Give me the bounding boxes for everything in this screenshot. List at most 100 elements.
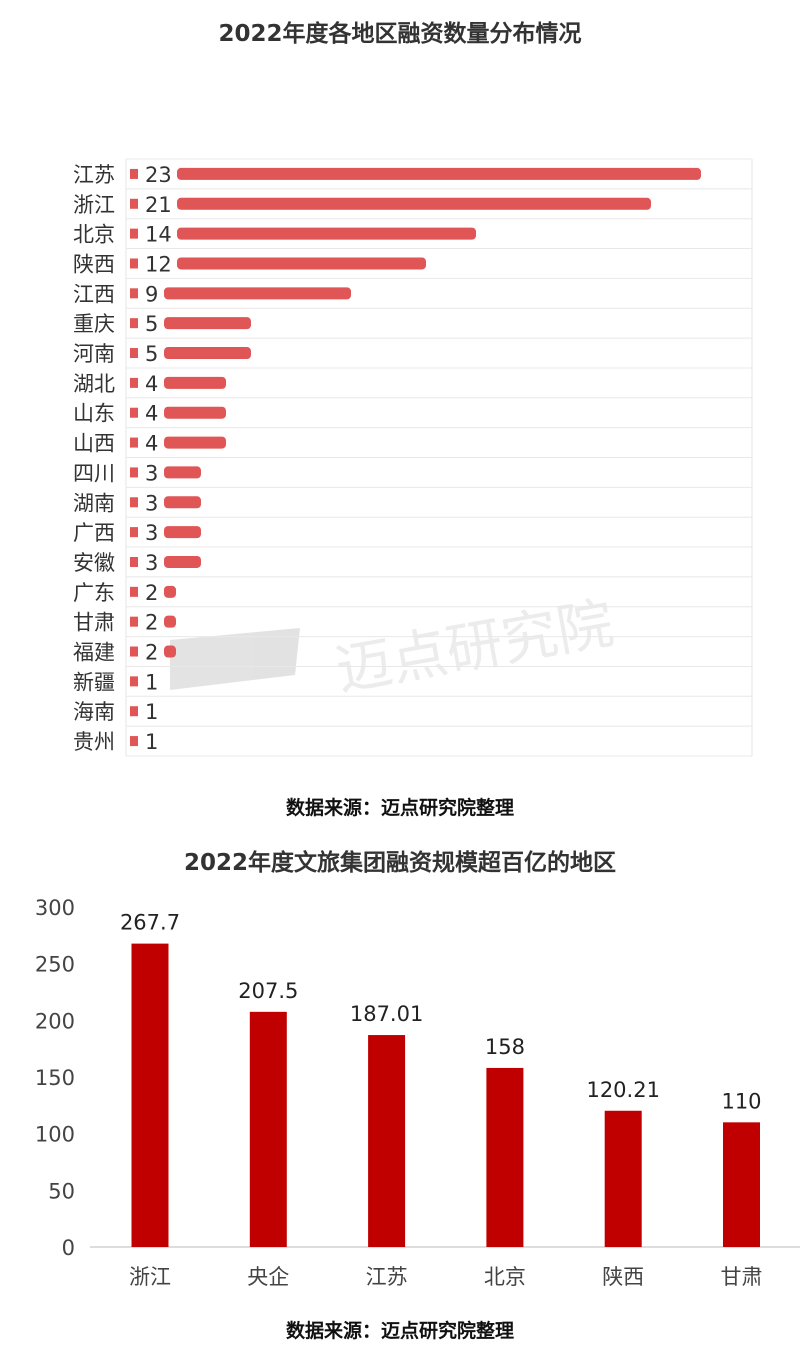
x-tick-label: 浙江 — [129, 1265, 171, 1289]
category-label: 湖北 — [73, 372, 115, 396]
y-tick-label: 0 — [62, 1236, 75, 1260]
x-tick-label: 甘肃 — [721, 1265, 763, 1289]
bar — [164, 317, 251, 330]
data-label: 1 — [145, 730, 158, 754]
chart1-source: 数据来源：迈点研究院整理 — [285, 797, 514, 819]
bar-marker — [130, 407, 138, 418]
bar — [131, 943, 169, 1247]
chart1-title: 2022年度各地区融资数量分布情况 — [218, 21, 582, 47]
data-label: 2 — [145, 611, 158, 635]
y-tick-label: 200 — [35, 1009, 75, 1033]
bar — [164, 496, 201, 509]
bar — [604, 1110, 642, 1247]
category-label: 湖南 — [73, 491, 115, 515]
x-tick-label: 北京 — [484, 1265, 526, 1289]
x-tick-label: 江苏 — [366, 1265, 408, 1289]
bar-marker — [130, 228, 138, 239]
data-label: 4 — [145, 432, 158, 456]
bar — [723, 1122, 760, 1247]
bar — [164, 436, 226, 449]
bar-marker — [130, 646, 138, 657]
category-label: 甘肃 — [73, 611, 115, 635]
data-label: 2 — [145, 581, 158, 605]
data-label: 4 — [145, 402, 158, 426]
x-tick-label: 央企 — [247, 1265, 289, 1289]
bar-marker — [130, 556, 138, 567]
y-tick-label: 150 — [35, 1066, 75, 1090]
data-label: 12 — [145, 252, 172, 276]
bar — [177, 227, 476, 240]
category-label: 新疆 — [73, 670, 115, 694]
watermark-text: 迈点研究院 — [331, 591, 618, 704]
data-label: 21 — [145, 193, 172, 217]
bar-marker — [130, 616, 138, 627]
category-label: 山东 — [73, 402, 115, 426]
data-label: 267.7 — [120, 911, 180, 935]
bar-marker — [130, 348, 138, 359]
data-label: 5 — [145, 312, 158, 336]
bar-marker — [130, 467, 138, 478]
data-label: 158 — [485, 1035, 525, 1059]
data-label: 3 — [145, 521, 158, 545]
data-label: 23 — [145, 163, 172, 187]
category-label: 江苏 — [73, 163, 115, 187]
bar — [368, 1035, 406, 1247]
data-label: 187.01 — [350, 1002, 423, 1026]
bar — [177, 257, 426, 270]
y-tick-label: 250 — [35, 953, 75, 977]
category-label: 四川 — [73, 461, 115, 485]
y-tick-label: 50 — [48, 1179, 75, 1203]
bar — [249, 1011, 287, 1247]
bar — [164, 555, 201, 568]
bar — [164, 526, 201, 539]
bar — [164, 645, 176, 658]
bar — [164, 466, 201, 479]
y-tick-label: 300 — [35, 896, 75, 920]
data-label: 9 — [145, 282, 158, 306]
data-label: 3 — [145, 461, 158, 485]
bar — [164, 615, 176, 628]
bar — [164, 585, 176, 598]
bar-marker — [130, 288, 138, 299]
category-label: 河南 — [73, 342, 115, 366]
bar-marker — [130, 497, 138, 508]
category-label: 北京 — [73, 223, 115, 247]
bar — [164, 347, 251, 360]
bar-marker — [130, 258, 138, 269]
bar-marker — [130, 198, 138, 209]
data-label: 1 — [145, 700, 158, 724]
bar-marker — [130, 676, 138, 687]
bar-marker — [130, 318, 138, 329]
bar — [164, 406, 226, 419]
bar — [177, 167, 701, 180]
data-label: 2 — [145, 641, 158, 665]
y-tick-label: 100 — [35, 1123, 75, 1147]
category-label: 重庆 — [73, 312, 115, 336]
category-label: 广东 — [73, 581, 115, 605]
category-label: 陕西 — [73, 252, 115, 276]
bar — [164, 287, 351, 300]
data-label: 14 — [145, 223, 172, 247]
data-label: 110 — [721, 1089, 761, 1113]
bar-marker — [130, 736, 138, 747]
category-label: 广西 — [73, 521, 115, 545]
watermark: 迈点研究院 — [170, 591, 618, 704]
category-label: 贵州 — [73, 730, 115, 754]
bar-marker — [130, 168, 138, 179]
category-label: 江西 — [73, 282, 115, 306]
data-label: 120.21 — [586, 1078, 659, 1102]
category-label: 浙江 — [73, 193, 115, 217]
x-tick-label: 陕西 — [602, 1265, 644, 1289]
bar-marker — [130, 377, 138, 388]
category-label: 福建 — [73, 641, 115, 665]
data-label: 3 — [145, 551, 158, 575]
data-label: 5 — [145, 342, 158, 366]
data-label: 1 — [145, 670, 158, 694]
bar — [486, 1067, 524, 1247]
bar — [177, 197, 651, 210]
data-label: 3 — [145, 491, 158, 515]
bar — [164, 376, 226, 389]
category-label: 安徽 — [73, 551, 115, 575]
category-label: 海南 — [73, 700, 115, 724]
